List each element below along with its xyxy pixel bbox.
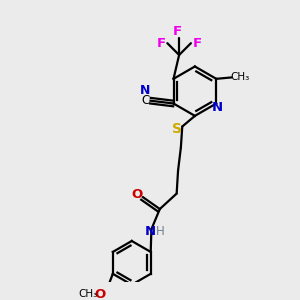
Text: N: N — [140, 83, 151, 97]
Text: N: N — [144, 225, 156, 238]
Text: CH₃: CH₃ — [79, 289, 98, 299]
Text: S: S — [172, 122, 182, 136]
Text: O: O — [131, 188, 142, 202]
Text: C: C — [141, 94, 150, 107]
Text: F: F — [173, 25, 182, 38]
Text: N: N — [212, 101, 223, 114]
Text: F: F — [193, 37, 202, 50]
Text: F: F — [157, 37, 166, 50]
Text: CH₃: CH₃ — [230, 72, 250, 82]
Text: H: H — [156, 225, 165, 238]
Text: O: O — [95, 288, 106, 300]
